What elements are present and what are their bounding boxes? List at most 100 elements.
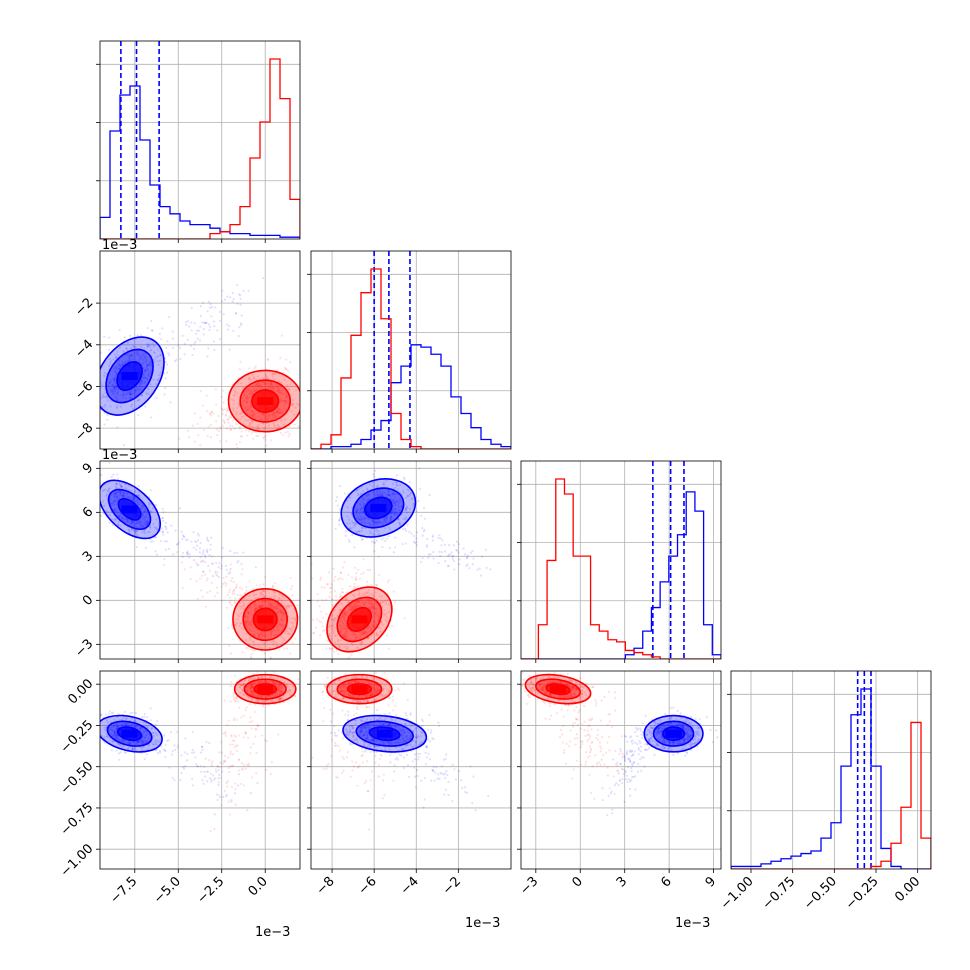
scatter-point <box>142 376 145 380</box>
scatter-point <box>143 522 146 525</box>
scatter-point <box>268 384 271 388</box>
scatter-point <box>132 346 136 349</box>
scatter-point <box>141 504 144 508</box>
scatter-point <box>408 507 411 510</box>
scatter-point <box>196 597 199 601</box>
scatter-point <box>206 536 209 539</box>
scatter-point <box>378 612 382 615</box>
scatter-point <box>112 725 115 728</box>
scatter-point <box>120 516 123 520</box>
scatter-point <box>115 482 118 485</box>
scatter-point <box>140 379 144 382</box>
scatter-point <box>280 418 283 421</box>
scatter-point <box>158 353 162 356</box>
scatter-point <box>113 730 116 734</box>
scatter-point <box>419 514 423 517</box>
scatter-point <box>426 537 429 540</box>
scatter-point <box>137 388 140 391</box>
scatter-point <box>198 547 201 550</box>
scatter-point <box>183 342 186 345</box>
scatter-point <box>345 634 348 637</box>
scatter-point <box>141 748 144 752</box>
scatter-point <box>155 518 158 521</box>
scatter-point <box>254 365 257 368</box>
scatter-point <box>344 636 347 639</box>
scatter-point <box>113 367 116 371</box>
scatter-point <box>213 595 216 598</box>
scatter-point <box>385 520 388 523</box>
scatter-point <box>330 625 333 628</box>
scatter-point <box>346 611 349 614</box>
scatter-point <box>240 434 244 438</box>
scatter-point <box>268 600 272 603</box>
scatter-point <box>337 652 340 656</box>
scatter-point <box>108 710 111 713</box>
scatter-point <box>235 410 239 414</box>
scatter-point <box>368 630 371 633</box>
scatter-point <box>216 586 219 589</box>
scatter-point <box>251 385 254 388</box>
scatter-point <box>101 384 104 387</box>
scatter-point <box>360 507 363 510</box>
scatter-point <box>81 417 83 419</box>
density-contour <box>105 348 154 404</box>
scatter-point <box>332 623 335 626</box>
scatter-point <box>239 322 243 325</box>
scatter-point <box>250 414 254 417</box>
scatter-point <box>326 582 329 586</box>
scatter-point <box>354 606 358 609</box>
scatter-point <box>125 717 128 720</box>
scatter-point <box>370 604 373 607</box>
scatter-point <box>128 354 132 357</box>
scatter-point <box>115 405 119 408</box>
scatter-point <box>270 631 273 634</box>
scatter-point <box>250 432 253 435</box>
scatter-point <box>353 602 356 605</box>
scatter-point <box>281 433 285 437</box>
scatter-point <box>164 357 167 360</box>
scatter-point <box>368 599 371 602</box>
scatter-point <box>341 621 344 625</box>
scatter-point <box>351 605 354 608</box>
scatter-point <box>363 521 366 524</box>
scatter-point <box>139 727 142 731</box>
scatter-point <box>122 740 125 744</box>
scatter-point <box>140 746 143 749</box>
scatter-point <box>103 411 106 415</box>
scatter-point <box>344 627 347 630</box>
scatter-point <box>270 640 273 643</box>
tick-label-y: −4 <box>72 337 96 361</box>
scatter-point <box>122 716 125 720</box>
scatter-point <box>273 594 276 598</box>
scatter-point <box>118 739 121 742</box>
scatter-point <box>186 551 189 555</box>
scatter-point <box>243 603 246 607</box>
scatter-point <box>289 627 292 631</box>
scatter-point <box>249 404 252 408</box>
scatter-point <box>278 411 281 414</box>
scatter-point <box>206 551 209 554</box>
scatter-point <box>390 624 394 627</box>
scatter-point <box>230 603 233 606</box>
scatter-point <box>370 628 373 631</box>
scatter-point <box>383 491 386 494</box>
scatter-point <box>405 507 408 510</box>
scatter-point <box>333 616 337 620</box>
scatter-point <box>340 595 343 598</box>
scatter-point <box>332 624 335 628</box>
scatter-point <box>138 740 142 743</box>
scatter-point <box>157 379 160 382</box>
scatter-point <box>202 404 205 407</box>
scatter-point <box>395 481 398 484</box>
scatter-point <box>278 408 281 411</box>
scatter-point <box>146 368 149 371</box>
scatter-point <box>349 604 352 608</box>
scatter-point <box>114 366 118 369</box>
scatter-point <box>350 608 353 611</box>
scatter-point <box>192 546 195 549</box>
scatter-point <box>146 345 149 348</box>
scatter-point <box>248 425 251 428</box>
scatter-point <box>263 632 266 635</box>
scatter-point <box>234 623 237 626</box>
scatter-point <box>110 502 113 505</box>
